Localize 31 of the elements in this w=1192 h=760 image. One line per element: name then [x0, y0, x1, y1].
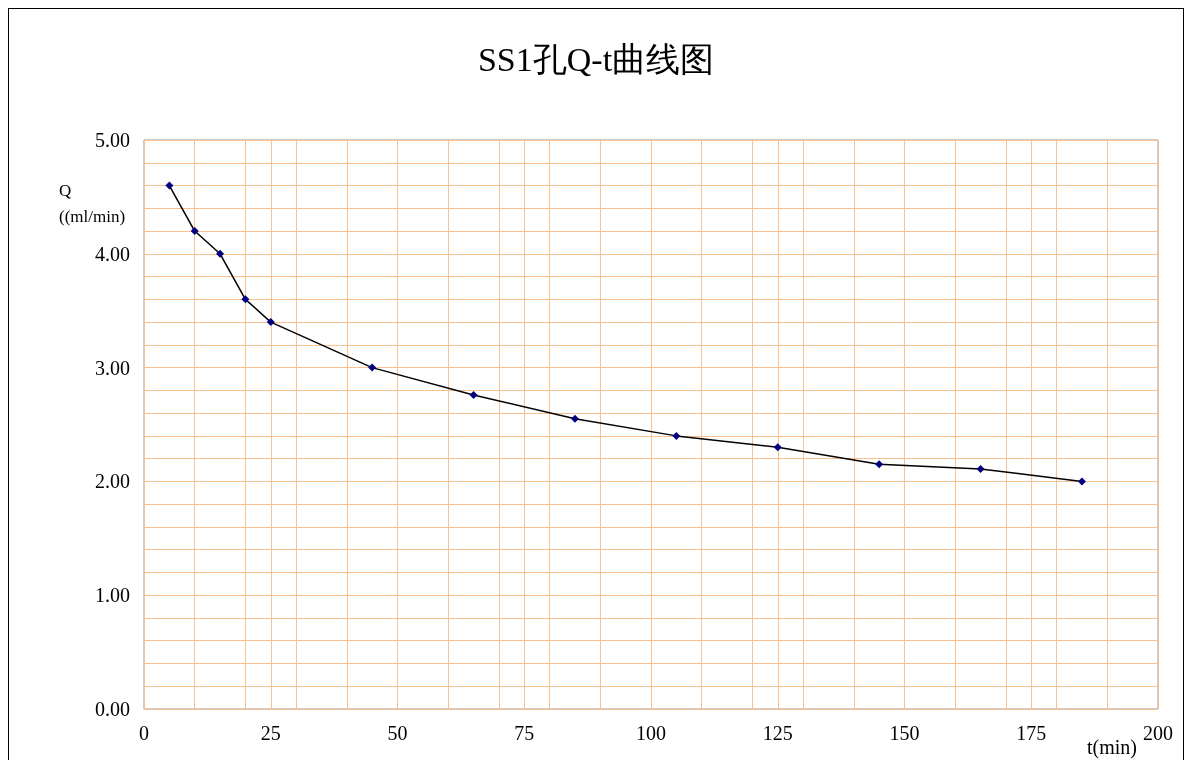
- x-tick-label: 50: [387, 722, 408, 744]
- point: [216, 249, 225, 258]
- point: [165, 181, 174, 190]
- point: [368, 363, 377, 372]
- point: [875, 460, 884, 469]
- y-tick-label: 5.00: [95, 129, 130, 151]
- point: [976, 464, 985, 473]
- x-axis-title: t(min): [1087, 736, 1138, 759]
- x-tick-label: 0: [139, 722, 149, 744]
- point: [241, 295, 250, 304]
- point: [469, 390, 478, 399]
- x-tick-label: 100: [636, 722, 666, 744]
- x-tick-label: 175: [1016, 722, 1047, 744]
- y-tick-label: 4.00: [95, 242, 130, 265]
- x-tick-label: 75: [514, 722, 535, 744]
- point: [190, 227, 199, 236]
- point: [773, 443, 782, 452]
- y-tick-label: 1.00: [95, 584, 130, 607]
- x-tick-label: 150: [889, 722, 920, 744]
- x-tick-label: 25: [260, 722, 281, 744]
- chart-title: SS1孔Q-t曲线图: [477, 40, 715, 78]
- point: [570, 414, 579, 423]
- x-tick-label: 200: [1143, 722, 1173, 744]
- point: [672, 431, 681, 440]
- y-tick-label: 3.00: [95, 356, 130, 379]
- y-axis-title: Q ((ml/min): [59, 180, 126, 226]
- x-tick-label: 125: [762, 722, 793, 744]
- y-tick-label: 0.00: [95, 698, 130, 720]
- point: [1077, 477, 1086, 486]
- point: [266, 318, 275, 327]
- y-tick-label: 2.00: [95, 470, 130, 493]
